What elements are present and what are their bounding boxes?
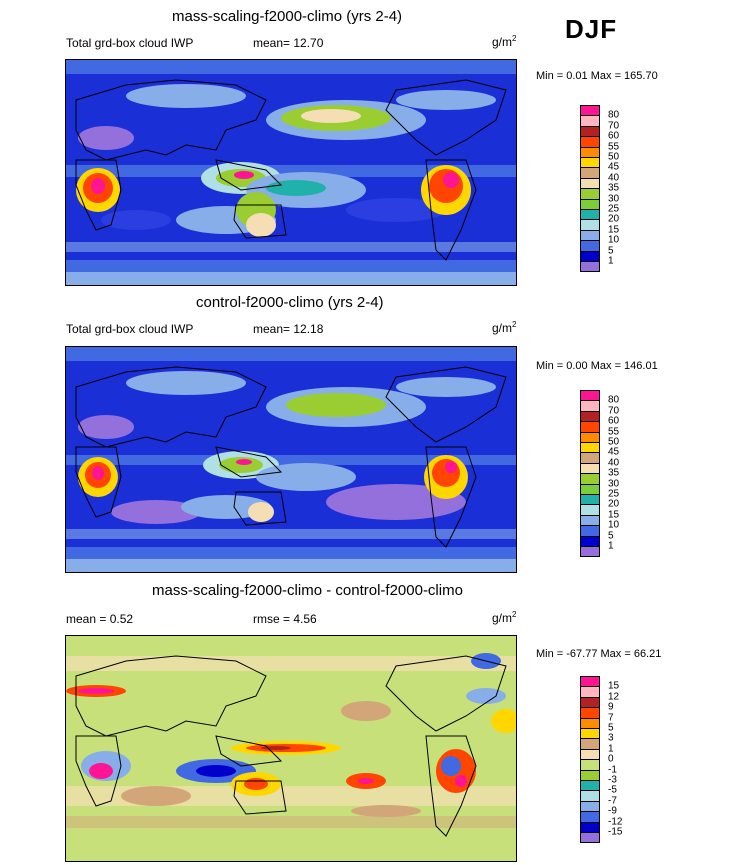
panel-3-title: mass-scaling-f2000-climo - control-f2000…: [152, 582, 463, 599]
legend-level-label: -12: [608, 816, 623, 828]
legend-level-label: 55: [608, 141, 620, 153]
legend-level-label: 80: [608, 109, 620, 121]
legend-color-box: [580, 261, 600, 273]
legend-level-label: 15: [608, 224, 620, 236]
legend-level-label: 30: [608, 478, 620, 490]
legend-level-label: 20: [608, 213, 620, 225]
panel-1-minmax: Min = 0.01 Max = 165.70: [536, 70, 658, 82]
season-label: DJF: [565, 14, 618, 44]
panel-3-units: g/m2: [492, 610, 517, 625]
panel-2-legend: 80 70 60 55 50 45 40 35 30 25 20 15 10 5 1: [580, 390, 640, 570]
panel-3-minmax: Min = -67.77 Max = 66.21: [536, 648, 662, 660]
legend-level-label: -1: [608, 764, 617, 776]
panel-1-variable-label: Total grd-box cloud IWP: [66, 36, 194, 50]
legend-level-label: 5: [608, 530, 614, 542]
panel-2-units: g/m2: [492, 320, 517, 335]
legend-level-label: 50: [608, 151, 620, 163]
legend-level-label: 35: [608, 182, 620, 194]
legend-level-label: -15: [608, 826, 623, 838]
panel-3-map: [65, 635, 517, 862]
legend-level-label: -9: [608, 805, 617, 817]
panel-1-map-field: [66, 60, 516, 285]
legend-color-box: [580, 546, 600, 558]
panel-1-legend: 80 70 60 55 50 45 40 35 30 25 20 15 10 5 1: [580, 105, 640, 285]
legend-level-label: 35: [608, 467, 620, 479]
legend-level-label: 80: [608, 394, 620, 406]
panel-1-mean: mean= 12.70: [253, 36, 324, 50]
legend-level-label: 45: [608, 161, 620, 173]
legend-level-label: 0: [608, 753, 614, 765]
legend-level-label: 1: [608, 540, 614, 552]
panel-2-mean: mean= 12.18: [253, 322, 324, 336]
legend-level-label: 3: [608, 732, 614, 744]
legend-level-label: 10: [608, 519, 620, 531]
legend-level-label: 15: [608, 509, 620, 521]
legend-level-label: 5: [608, 722, 614, 734]
legend-level-label: 1: [608, 743, 614, 755]
legend-level-label: 30: [608, 193, 620, 205]
legend-level-label: 40: [608, 457, 620, 469]
legend-level-label: 55: [608, 426, 620, 438]
legend-level-label: 7: [608, 712, 614, 724]
legend-level-label: -3: [608, 774, 617, 786]
panel-2-map-field: [66, 347, 516, 572]
legend-level-label: 20: [608, 498, 620, 510]
panel-3-map-field: [66, 636, 516, 861]
panel-3-rmse: rmse = 4.56: [253, 612, 317, 626]
legend-level-label: 50: [608, 436, 620, 448]
panel-2-title: control-f2000-climo (yrs 2-4): [196, 294, 384, 311]
panel-2-variable-label: Total grd-box cloud IWP: [66, 322, 194, 336]
legend-level-label: -5: [608, 784, 617, 796]
legend-level-label: 25: [608, 203, 620, 215]
legend-level-label: -7: [608, 795, 617, 807]
legend-level-label: 60: [608, 130, 620, 142]
legend-level-label: 10: [608, 234, 620, 246]
legend-level-label: 5: [608, 245, 614, 257]
legend-level-label: 9: [608, 701, 614, 713]
legend-level-label: 70: [608, 120, 620, 132]
panel-1-map: [65, 59, 517, 286]
legend-level-label: 60: [608, 415, 620, 427]
panel-2-map: [65, 346, 517, 573]
legend-level-label: 40: [608, 172, 620, 184]
legend-color-box: [580, 832, 600, 844]
panel-3-mean: mean = 0.52: [66, 612, 134, 626]
legend-level-label: 15: [608, 680, 620, 692]
legend-level-label: 12: [608, 691, 620, 703]
panel-1-title: mass-scaling-f2000-climo (yrs 2-4): [172, 8, 403, 25]
legend-level-label: 45: [608, 446, 620, 458]
legend-level-label: 70: [608, 405, 620, 417]
panel-1-units: g/m2: [492, 34, 517, 49]
legend-level-label: 1: [608, 255, 614, 267]
legend-level-label: 25: [608, 488, 620, 500]
panel-3-legend: 15 12 9 7 5 3 1 0 -1 -3 -5 -7 -9 -12 -15: [580, 676, 640, 856]
panel-2-minmax: Min = 0.00 Max = 146.01: [536, 360, 658, 372]
